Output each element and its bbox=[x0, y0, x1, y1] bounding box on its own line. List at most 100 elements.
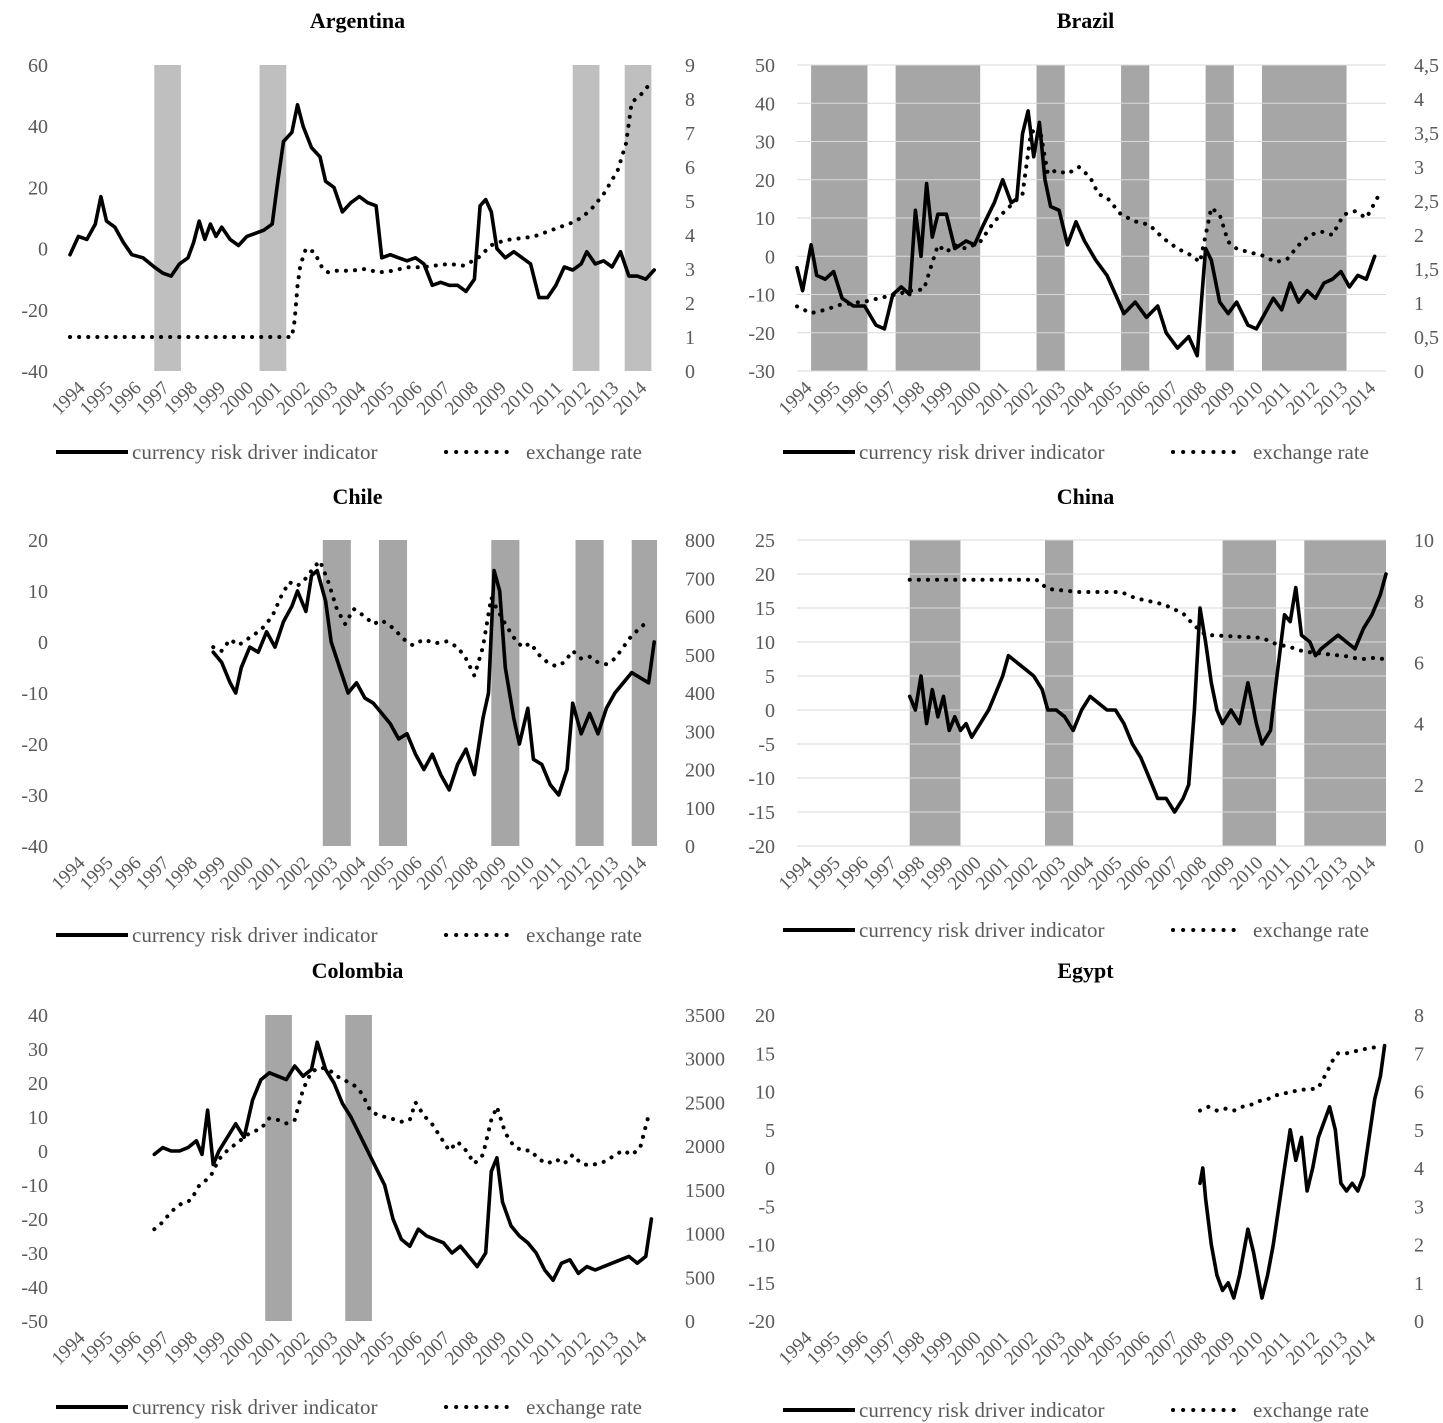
chart-egypt-ytick-left: -5 bbox=[758, 1196, 775, 1218]
chart-argentina-ytick-left: -20 bbox=[21, 300, 48, 322]
chart-colombia-series-exchange-rate bbox=[152, 1065, 651, 1232]
chart-chile-ytick-right: 500 bbox=[685, 645, 715, 667]
chart-brazil-ytick-left: 0 bbox=[765, 246, 775, 268]
chart-argentina-shade-band-1 bbox=[154, 65, 181, 371]
chart-brazil-series-exchange-rate bbox=[795, 124, 1380, 316]
chart-chile-series-exchange-rate bbox=[211, 559, 651, 678]
chart-chile-ytick-right: 800 bbox=[685, 530, 715, 552]
chart-china-xtick: 2014 bbox=[1338, 852, 1380, 894]
chart-egypt-ytick-right: 4 bbox=[1414, 1158, 1424, 1180]
chart-chile-shade-band-3 bbox=[491, 540, 520, 846]
chart-chile-ytick-right: 0 bbox=[685, 836, 695, 858]
chart-argentina-ytick-left: 20 bbox=[28, 177, 48, 199]
chart-colombia-ytick-left: 40 bbox=[28, 1005, 48, 1027]
chart-argentina-ytick-left: -40 bbox=[21, 361, 48, 383]
chart-colombia-ytick-right: 3500 bbox=[685, 1005, 725, 1027]
chart-chile-legend-label-1: currency risk driver indicator bbox=[132, 923, 377, 947]
chart-egypt-legend-label-1: currency risk driver indicator bbox=[859, 1398, 1104, 1422]
chart-argentina-ytick-left: 0 bbox=[38, 239, 48, 261]
chart-brazil-ytick-left: 20 bbox=[755, 170, 775, 192]
chart-argentina-legend-label-2: exchange rate bbox=[526, 440, 642, 464]
chart-argentina-series-currency-risk bbox=[68, 103, 656, 300]
chart-colombia-ytick-left: -20 bbox=[21, 1209, 48, 1231]
chart-egypt-xtick: 2014 bbox=[1338, 1327, 1380, 1369]
chart-egypt: Egypt-20-15-10-5051015200123456781994199… bbox=[748, 958, 1424, 1422]
chart-chile-ytick-left: -20 bbox=[21, 734, 48, 756]
chart-china-ytick-left: -20 bbox=[748, 836, 775, 858]
chart-egypt-ytick-right: 8 bbox=[1414, 1005, 1424, 1027]
chart-chile-ytick-left: -40 bbox=[21, 836, 48, 858]
chart-brazil-ytick-left: 50 bbox=[755, 55, 775, 77]
chart-egypt-ytick-right: 2 bbox=[1414, 1235, 1424, 1257]
chart-chile-shade-band-2 bbox=[378, 540, 408, 846]
chart-argentina-ytick-right: 5 bbox=[685, 191, 695, 213]
chart-argentina-xtick: 2014 bbox=[610, 377, 652, 419]
chart-argentina-legend: currency risk driver indicator exchange r… bbox=[56, 440, 642, 464]
chart-chile-title: Chile bbox=[332, 484, 382, 509]
chart-brazil-legend-label-1: currency risk driver indicator bbox=[859, 440, 1104, 464]
chart-chile-series-currency-risk bbox=[211, 568, 656, 797]
chart-chile-legend-label-2: exchange rate bbox=[526, 923, 642, 947]
chart-chile-ytick-right: 700 bbox=[685, 568, 715, 590]
chart-chile-ytick-left: -10 bbox=[21, 683, 48, 705]
chart-brazil-ytick-right: 0 bbox=[1414, 361, 1424, 383]
chart-egypt-title: Egypt bbox=[1057, 958, 1114, 983]
chart-colombia-ytick-left: -10 bbox=[21, 1175, 48, 1197]
chart-china-shade-band-4 bbox=[1304, 540, 1386, 846]
chart-argentina-ytick-right: 3 bbox=[685, 259, 695, 281]
chart-chile-ytick-left: 20 bbox=[28, 530, 48, 552]
chart-colombia-ytick-left: 30 bbox=[28, 1039, 48, 1061]
chart-colombia-ytick-right: 2000 bbox=[685, 1136, 725, 1158]
chart-argentina-ytick-right: 2 bbox=[685, 293, 695, 315]
chart-egypt-legend: currency risk driver indicator exchange r… bbox=[783, 1398, 1369, 1422]
chart-brazil-ytick-left: -30 bbox=[748, 361, 775, 383]
chart-egypt-ytick-left: -20 bbox=[748, 1311, 775, 1333]
chart-china-legend-label-2: exchange rate bbox=[1253, 918, 1369, 942]
chart-egypt-legend-label-2: exchange rate bbox=[1253, 1398, 1369, 1422]
chart-chile-ytick-left: 10 bbox=[28, 581, 48, 603]
chart-brazil: Brazil -30 -20 -10 0 10 20 30 40 50 0 0,5 1 1,5 2 2,5 3 3… bbox=[748, 8, 1439, 464]
chart-colombia-ytick-right: 500 bbox=[685, 1267, 715, 1289]
chart-argentina-ytick-right: 9 bbox=[685, 55, 695, 77]
chart-egypt-ytick-left: 20 bbox=[755, 1005, 775, 1027]
chart-china-ytick-left: 20 bbox=[755, 564, 775, 586]
chart-colombia-ytick-right: 3000 bbox=[685, 1049, 725, 1071]
chart-colombia-ytick-right: 0 bbox=[685, 1311, 695, 1333]
chart-china-series-currency-risk bbox=[907, 572, 1388, 814]
chart-china-ytick-right: 0 bbox=[1414, 836, 1424, 858]
chart-colombia-ytick-left: 10 bbox=[28, 1107, 48, 1129]
chart-argentina-ytick-right: 0 bbox=[685, 361, 695, 383]
chart-colombia-ytick-left: 20 bbox=[28, 1073, 48, 1095]
chart-egypt-series-exchange-rate bbox=[1198, 1045, 1383, 1113]
chart-colombia-ytick-right: 2500 bbox=[685, 1092, 725, 1114]
chart-argentina-ytick-right: 1 bbox=[685, 327, 695, 349]
chart-china-ytick-left: 10 bbox=[755, 632, 775, 654]
chart-colombia-shade-band-1 bbox=[265, 1015, 292, 1321]
chart-argentina-ytick-left: 40 bbox=[28, 116, 48, 138]
chart-chile: Chile-40-30-20-1001020010020030040050060… bbox=[21, 484, 715, 947]
chart-china-legend: currency risk driver indicator exchange r… bbox=[783, 918, 1369, 942]
chart-egypt-ytick-left: 0 bbox=[765, 1158, 775, 1180]
chart-colombia-ytick-right: 1500 bbox=[685, 1180, 725, 1202]
chart-argentina-series-exchange-rate bbox=[68, 83, 651, 339]
chart-china-ytick-left: 5 bbox=[765, 666, 775, 688]
chart-brazil-ytick-left: 40 bbox=[755, 93, 775, 115]
chart-brazil-ytick-left: -10 bbox=[748, 285, 775, 307]
chart-chile-ytick-right: 400 bbox=[685, 683, 715, 705]
chart-brazil-ytick-right: 4 bbox=[1414, 89, 1424, 111]
chart-colombia-ytick-right: 1000 bbox=[685, 1224, 725, 1246]
chart-chile-ytick-left: 0 bbox=[38, 632, 48, 654]
chart-colombia-ytick-left: -50 bbox=[21, 1311, 48, 1333]
chart-brazil-ytick-right: 2,5 bbox=[1414, 191, 1439, 213]
chart-colombia: Colombia -50 -40 -30 -20 -10 0 10 20 30 40 0 500 1000… bbox=[21, 958, 725, 1419]
chart-argentina-ytick-right: 6 bbox=[685, 157, 695, 179]
chart-brazil-ytick-left: 30 bbox=[755, 132, 775, 154]
chart-egypt-ytick-right: 6 bbox=[1414, 1082, 1424, 1104]
chart-egypt-ytick-left: -10 bbox=[748, 1235, 775, 1257]
chart-chile-ytick-left: -30 bbox=[21, 785, 48, 807]
chart-brazil-legend: currency risk driver indicator exchange r… bbox=[783, 440, 1369, 464]
chart-colombia-ytick-left: -40 bbox=[21, 1277, 48, 1299]
chart-brazil-xtick: 2014 bbox=[1338, 377, 1380, 419]
chart-argentina-ytick-right: 7 bbox=[685, 123, 695, 145]
